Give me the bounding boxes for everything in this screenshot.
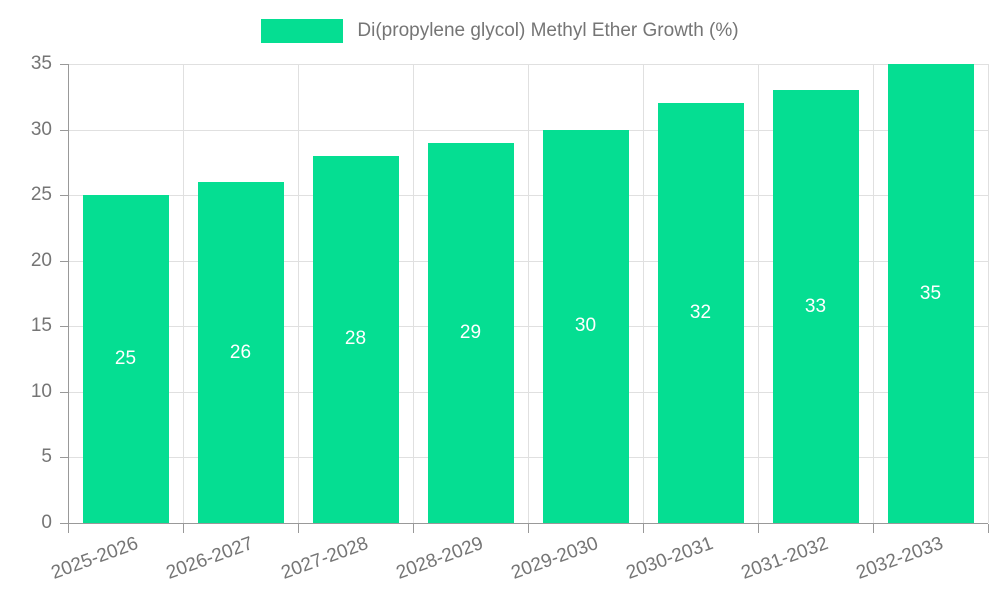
x-axis-tick [68,524,69,533]
gridline-horizontal [68,129,988,131]
bar[interactable] [197,182,284,523]
x-axis-tick [873,524,874,533]
y-axis-line [68,64,69,524]
legend-swatch [261,19,344,43]
y-tick-label: 15 [30,315,52,337]
x-axis-tick [758,524,759,533]
x-tick-label: 2032-2033 [853,533,946,584]
x-axis-tick [298,524,299,533]
x-axis-tick [528,524,529,533]
bar[interactable] [772,90,859,523]
y-axis-tick [60,391,68,393]
bar[interactable] [312,155,399,523]
bar-value-label: 25 [114,348,137,370]
x-axis-tick [643,524,644,533]
y-tick-label: 25 [30,184,52,206]
y-tick-label: 20 [30,249,52,271]
x-tick-label: 2029-2030 [508,533,601,584]
bar-value-label: 28 [344,328,367,350]
gridline-vertical [183,64,184,523]
bar[interactable] [82,195,169,523]
bar-value-label: 29 [459,321,482,343]
bar-value-label: 35 [919,282,942,304]
gridline-vertical [643,64,644,523]
y-tick-label: 30 [30,118,52,140]
bar-value-label: 26 [229,341,252,363]
gridline-vertical [758,64,759,523]
bar-value-label: 32 [689,302,712,324]
gridline-horizontal [68,260,988,262]
x-axis-tick [988,524,989,533]
bar[interactable] [887,64,974,523]
bar-value-label: 30 [574,315,597,337]
y-tick-label: 5 [41,446,52,468]
gridline-vertical [413,64,414,523]
gridline-vertical [298,64,299,523]
y-axis-tick [60,260,68,262]
y-tick-label: 35 [30,53,52,74]
y-axis-tick [60,64,68,65]
gridline-vertical [528,64,529,523]
x-axis-tick [183,524,184,533]
gridline-horizontal [68,195,988,197]
bar[interactable] [427,142,514,523]
y-axis-tick [60,129,68,131]
y-axis-tick [60,523,68,524]
bar-value-label: 33 [804,295,827,317]
gridline-vertical [873,64,874,523]
legend-label: Di(propylene glycol) Methyl Ether Growth… [357,20,739,41]
x-tick-label: 2028-2029 [393,533,486,584]
gridline-vertical [988,64,989,523]
bar[interactable] [542,129,629,523]
x-tick-label: 2030-2031 [623,533,716,584]
x-tick-label: 2027-2028 [278,533,371,584]
y-axis-tick [60,195,68,197]
gridline-horizontal [68,64,988,65]
x-axis-line [68,523,988,524]
y-axis-tick [60,457,68,459]
gridline-horizontal [68,391,988,393]
gridline-horizontal [68,326,988,328]
x-tick-label: 2025-2026 [48,533,141,584]
gridline-horizontal [68,457,988,459]
y-tick-label: 0 [41,512,52,533]
bar[interactable] [657,103,744,523]
x-tick-label: 2026-2027 [163,533,256,584]
y-axis-tick [60,326,68,328]
legend-item[interactable]: Di(propylene glycol) Methyl Ether Growth… [0,16,1000,46]
x-tick-label: 2031-2032 [738,533,831,584]
x-axis-tick [413,524,414,533]
y-tick-label: 10 [30,380,52,402]
